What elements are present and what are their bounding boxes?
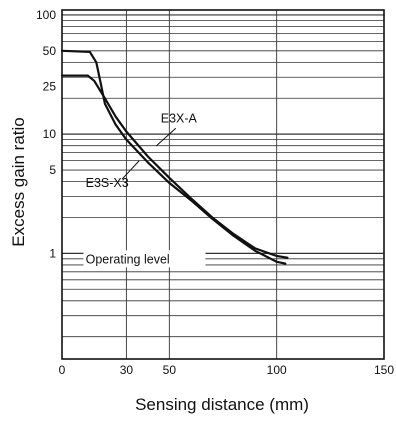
annotation-layer: E3X-A E3S-X3 Operating level <box>83 112 206 268</box>
x-axis-title: Sensing distance (mm) <box>135 395 309 414</box>
series-line-2 <box>60 49 287 265</box>
y-tick-label: 10 <box>43 127 57 141</box>
x-tick-label: 50 <box>163 363 177 377</box>
annotation-e3s-x3: E3S-X3 <box>86 176 129 190</box>
annotation-operating-level-backing <box>83 250 206 268</box>
annotation-e3x-a-leader <box>156 127 177 147</box>
annotation-e3s-x3-leader <box>121 160 140 180</box>
y-tick-label: 50 <box>43 44 57 58</box>
annotation-e3x-a: E3X-A <box>161 112 198 126</box>
y-tick-label: 5 <box>49 163 56 177</box>
y-tick-label: 1 <box>49 246 56 260</box>
tick-layer: 0 30 50 100 150 1 5 10 25 50 100 <box>36 8 394 377</box>
grid-layer <box>62 10 385 359</box>
axis-layer <box>61 9 385 360</box>
y-tick-label: 25 <box>43 80 57 94</box>
annotation-operating-level: Operating level <box>86 252 170 266</box>
x-tick-label: 100 <box>267 363 287 377</box>
plot-frame <box>61 9 385 360</box>
x-tick-label: 0 <box>59 363 66 377</box>
series-layer <box>60 49 289 265</box>
x-tick-label: 30 <box>120 363 134 377</box>
x-tick-label: 150 <box>374 363 394 377</box>
y-axis-title: Excess gain ratio <box>9 117 28 246</box>
y-tick-label: 100 <box>36 8 56 22</box>
series-line-1 <box>60 74 289 259</box>
